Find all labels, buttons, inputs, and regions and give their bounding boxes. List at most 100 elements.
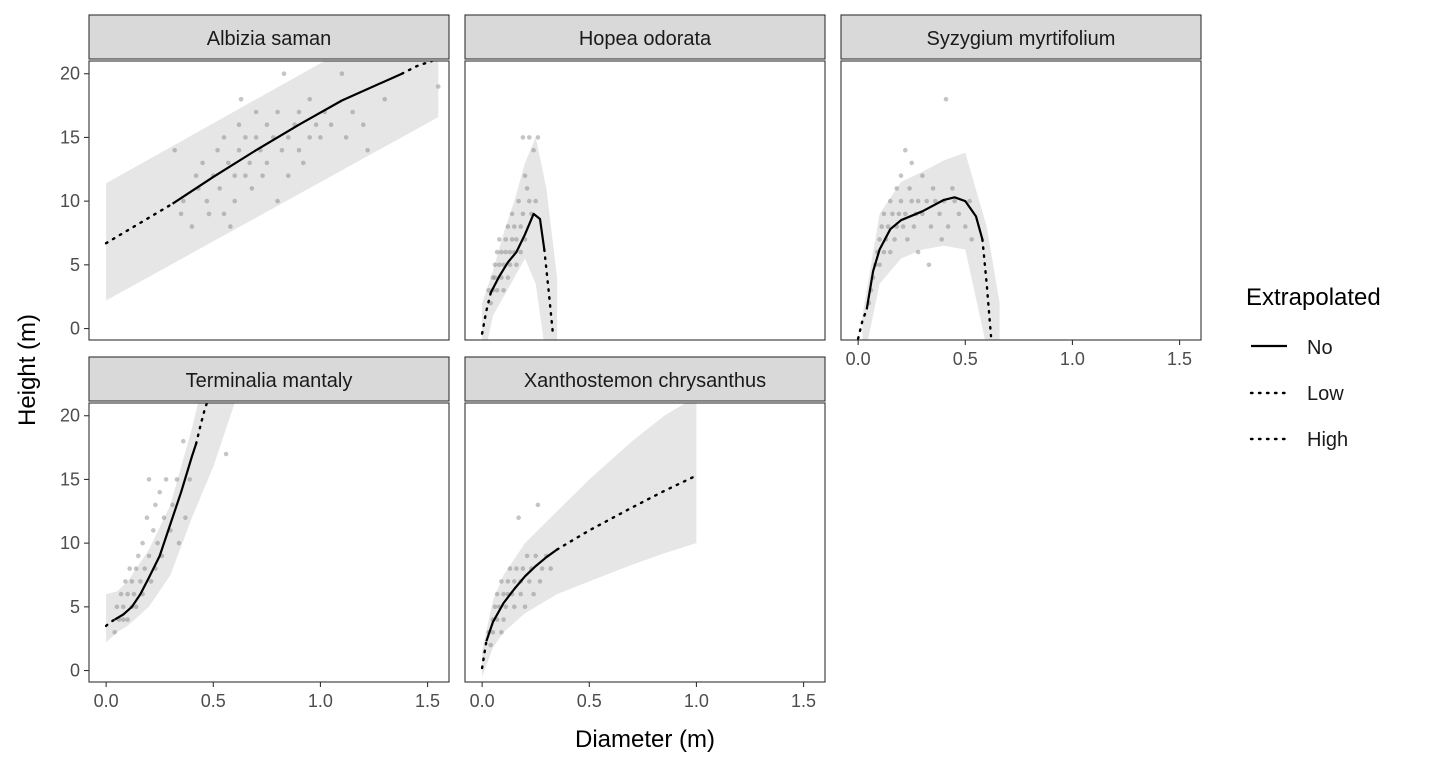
- data-point: [537, 579, 543, 584]
- data-point: [522, 604, 528, 610]
- fit-line-no-syzygium-myrtifolium: [865, 196, 984, 310]
- data-point: [490, 275, 496, 280]
- data-point: [518, 249, 523, 255]
- x-tick-label: 0.5: [201, 691, 226, 711]
- data-point: [226, 160, 231, 166]
- data-point: [236, 147, 242, 153]
- data-point: [881, 249, 887, 255]
- data-point: [206, 211, 212, 217]
- data-point: [522, 173, 528, 178]
- data-point: [945, 224, 951, 229]
- x-tick-label: 1.5: [1167, 349, 1192, 369]
- data-point: [123, 579, 128, 584]
- data-point: [905, 237, 910, 242]
- data-point: [232, 173, 237, 178]
- strip-hopea-odorata: [464, 14, 826, 60]
- data-point: [148, 579, 154, 584]
- data-point: [503, 237, 509, 242]
- confidence-ribbon-hopea-odorata: [482, 137, 558, 340]
- data-point: [193, 173, 199, 178]
- data-point: [879, 224, 884, 229]
- data-point: [264, 122, 270, 127]
- panel-border-syzygium-myrtifolium: [840, 60, 1202, 341]
- data-point: [896, 211, 902, 217]
- data-point: [885, 224, 891, 229]
- y-tick-label: 15: [60, 469, 80, 489]
- data-point: [350, 109, 355, 115]
- fit-line-high-syzygium-myrtifolium: [981, 238, 993, 338]
- data-point: [343, 135, 349, 140]
- data-point: [898, 173, 904, 178]
- fit-line-high-xanthostemon-chrysanthus: [555, 474, 698, 551]
- data-point: [279, 147, 285, 153]
- data-point: [516, 515, 521, 520]
- data-point: [535, 135, 541, 140]
- data-point: [548, 566, 553, 571]
- data-point: [129, 579, 135, 584]
- panel-hopea-odorata: Hopea odorata: [464, 14, 826, 341]
- panels-layer: Albizia saman 0 5 10 15 20 Hopea odorata Syzygi…: [60, 14, 1202, 711]
- data-point: [503, 249, 509, 255]
- data-point: [518, 591, 523, 597]
- plot-area-hopea-odorata: [480, 135, 558, 340]
- data-point: [223, 451, 229, 457]
- panel-syzygium-myrtifolium: Syzygium myrtifolium 0.0 0.5 1.0 1.5: [840, 14, 1202, 369]
- y-tick-label: 20: [60, 406, 80, 426]
- data-point: [497, 262, 502, 268]
- data-point: [499, 579, 504, 584]
- data-point: [503, 604, 509, 610]
- legend-label-low: Low: [1307, 383, 1344, 405]
- data-point: [494, 288, 500, 293]
- y-tick-label: 10: [60, 533, 80, 553]
- data-point: [533, 198, 538, 204]
- x-tick-label: 1.5: [415, 691, 440, 711]
- data-point: [507, 262, 513, 268]
- data-point: [492, 275, 498, 280]
- data-point: [499, 249, 504, 255]
- data-point: [243, 173, 248, 178]
- data-point: [969, 237, 974, 242]
- data-point: [920, 173, 925, 178]
- data-point: [943, 96, 949, 102]
- data-point: [112, 630, 117, 635]
- data-point: [163, 477, 169, 482]
- fit-line-low-syzygium-myrtifolium: [856, 308, 868, 340]
- data-point: [492, 262, 498, 268]
- data-point: [318, 135, 323, 140]
- data-point: [181, 198, 186, 204]
- data-point: [877, 237, 882, 242]
- strip-label-xanthostemon-chrysanthus: Xanthostemon chrysanthus: [524, 370, 766, 392]
- data-point: [512, 224, 517, 229]
- data-point: [514, 237, 519, 242]
- strip-xanthostemon-chrysanthus: [464, 356, 826, 402]
- data-point: [131, 591, 137, 597]
- data-point: [514, 566, 519, 571]
- data-point: [221, 135, 227, 140]
- data-point: [243, 135, 248, 140]
- confidence-ribbon-syzygium-myrtifolium: [862, 152, 1000, 340]
- data-point: [501, 288, 506, 293]
- data-point: [527, 135, 532, 140]
- data-point: [494, 249, 500, 255]
- data-point: [313, 122, 319, 127]
- data-point: [507, 249, 513, 255]
- fit-line-no-xanthostemon-chrysanthus: [485, 548, 558, 642]
- data-point: [509, 237, 515, 242]
- data-point: [189, 224, 195, 229]
- strip-terminalia-mantaly: [88, 356, 450, 402]
- data-point: [533, 553, 538, 559]
- x-tick-label: 1.0: [1060, 349, 1085, 369]
- data-point: [365, 147, 370, 153]
- data-point: [505, 275, 511, 280]
- data-point: [249, 186, 255, 191]
- data-point: [888, 198, 893, 204]
- x-tick-label: 0.0: [94, 691, 119, 711]
- data-point: [307, 96, 313, 102]
- plot-area-syzygium-myrtifolium: [856, 96, 1000, 340]
- data-point: [382, 96, 388, 102]
- data-point: [140, 540, 145, 546]
- fit-line-no-hopea-odorata: [489, 212, 546, 294]
- y-tick-label: 20: [60, 64, 80, 84]
- data-point: [172, 147, 177, 153]
- fit-line-low-xanthostemon-chrysanthus: [480, 640, 488, 670]
